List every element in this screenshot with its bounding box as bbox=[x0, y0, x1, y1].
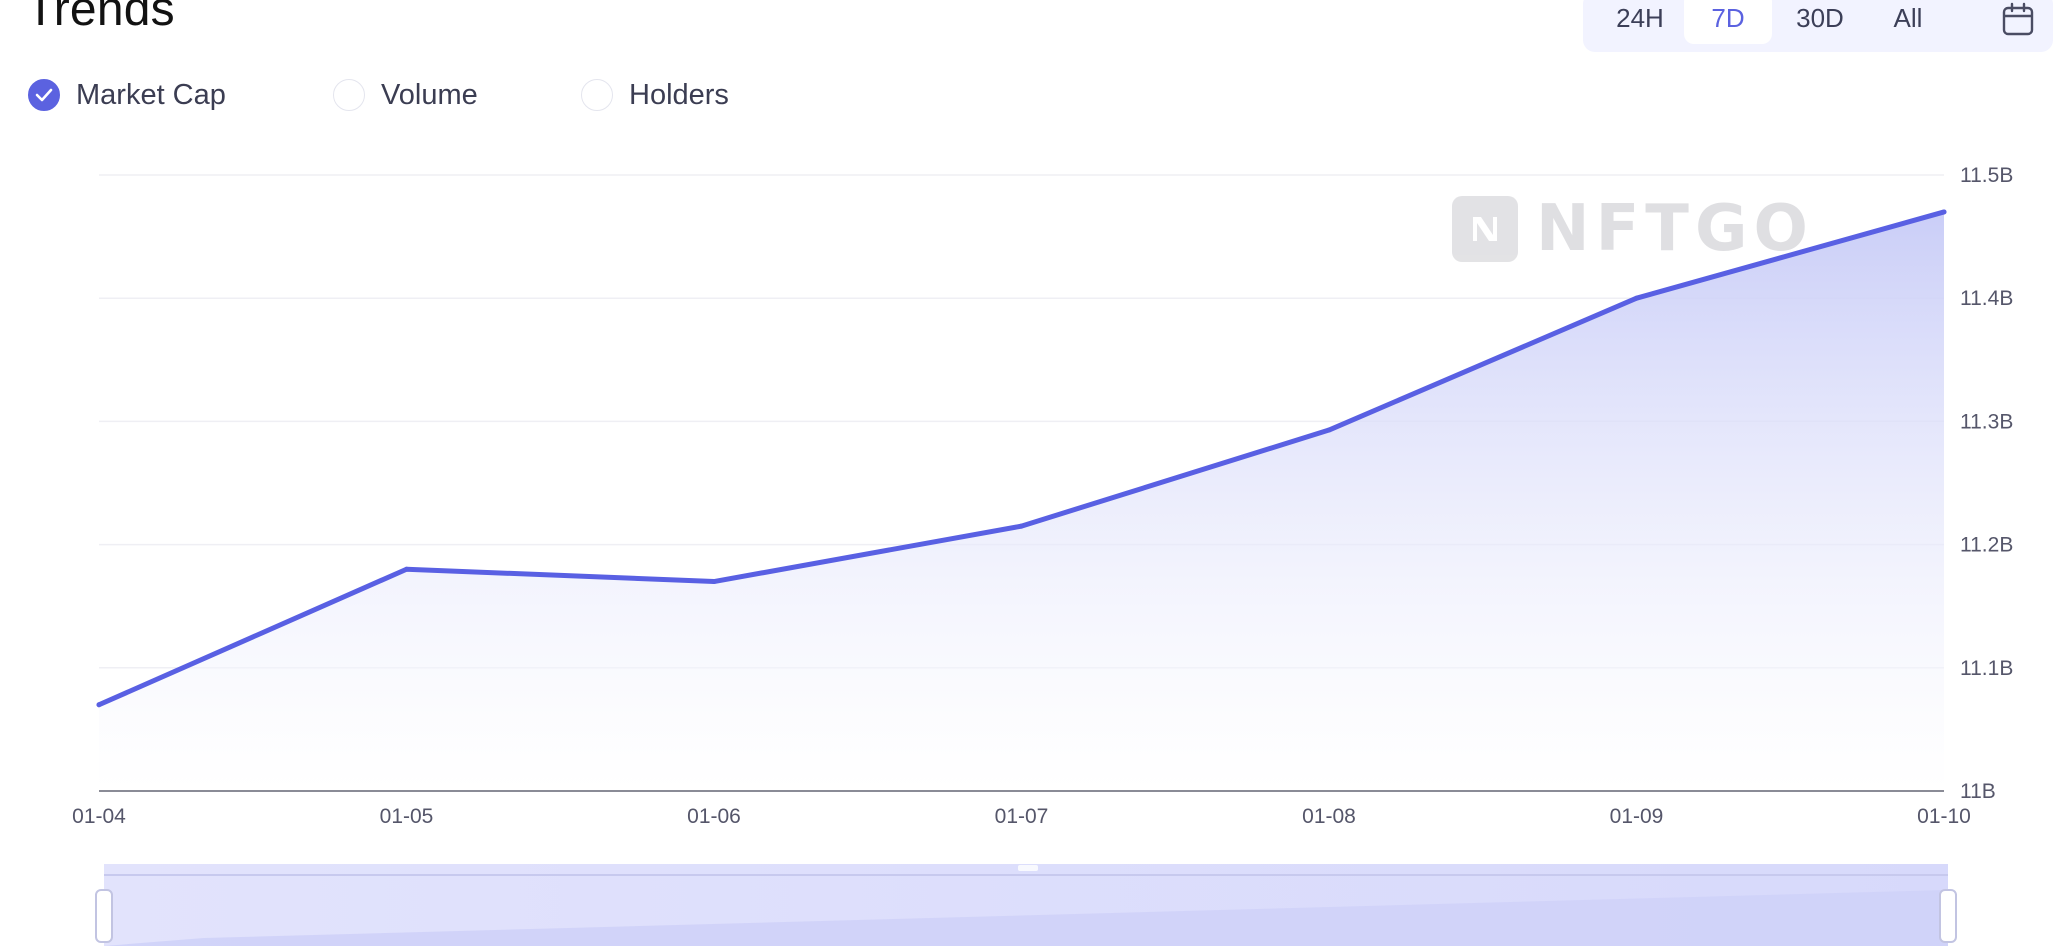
calendar-button[interactable] bbox=[1997, 0, 2039, 40]
x-tick-label: 01-04 bbox=[72, 805, 126, 828]
range-30d-button[interactable]: 30D bbox=[1796, 3, 1844, 33]
range-all-button[interactable]: All bbox=[1893, 3, 1923, 33]
data-point bbox=[404, 566, 409, 572]
range-7d-button[interactable]: 7D bbox=[1684, 0, 1772, 44]
zoom-drag-grip[interactable] bbox=[1018, 865, 1038, 871]
check-icon bbox=[35, 88, 53, 102]
data-point bbox=[96, 702, 102, 708]
zoom-slider-preview bbox=[104, 890, 1948, 946]
y-tick-label: 11B bbox=[1960, 780, 1996, 803]
market-cap-label: Market Cap bbox=[76, 78, 226, 111]
data-point bbox=[1634, 295, 1639, 301]
data-point bbox=[1326, 427, 1332, 433]
y-tick-label: 11.2B bbox=[1960, 534, 2013, 557]
x-tick-label: 01-06 bbox=[687, 805, 741, 828]
metric-holders[interactable]: Holders bbox=[581, 77, 729, 113]
watermark-text: NFTGO bbox=[1536, 192, 1814, 266]
market-cap-area bbox=[99, 211, 1944, 791]
data-point bbox=[1019, 523, 1024, 529]
x-tick-label: 01-05 bbox=[380, 805, 434, 828]
x-tick-label: 01-07 bbox=[995, 805, 1049, 828]
volume-label: Volume bbox=[381, 78, 478, 111]
holders-radio[interactable] bbox=[581, 79, 613, 111]
page-title: Trends bbox=[26, 0, 175, 36]
calendar-icon bbox=[2002, 2, 2034, 36]
x-tick-label: 01-09 bbox=[1610, 805, 1664, 828]
x-tick-label: 01-10 bbox=[1917, 805, 1971, 828]
y-tick-label: 11.4B bbox=[1960, 287, 2013, 310]
nftgo-logo-icon bbox=[1452, 196, 1518, 262]
metric-volume[interactable]: Volume bbox=[333, 77, 478, 113]
y-tick-label: 11.5B bbox=[1960, 164, 2013, 187]
metric-market-cap[interactable]: Market Cap bbox=[28, 77, 226, 113]
range-24h-button[interactable]: 24H bbox=[1616, 3, 1664, 33]
holders-label: Holders bbox=[629, 78, 729, 111]
market-cap-checkbox[interactable] bbox=[28, 79, 60, 111]
x-tick-label: 01-08 bbox=[1302, 805, 1356, 828]
data-point bbox=[711, 579, 717, 585]
time-range-selector: 24H 7D 30D All bbox=[1583, 0, 2053, 52]
y-tick-label: 11.1B bbox=[1960, 657, 2013, 680]
y-tick-label: 11.3B bbox=[1960, 410, 2013, 433]
data-point bbox=[1941, 209, 1947, 215]
volume-radio[interactable] bbox=[333, 79, 365, 111]
zoom-handle-left[interactable] bbox=[95, 889, 113, 943]
nftgo-watermark: NFTGO bbox=[1452, 192, 1814, 266]
zoom-handle-right[interactable] bbox=[1939, 889, 1957, 943]
